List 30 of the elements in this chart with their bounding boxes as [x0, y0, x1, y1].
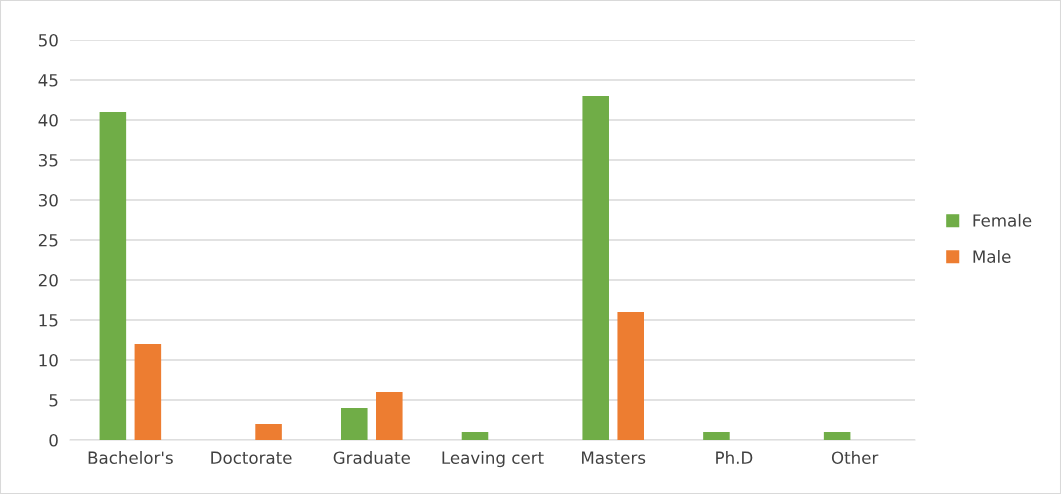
y-tick-label: 25 [38, 233, 58, 247]
bar [341, 408, 368, 440]
legend-label: Female [973, 213, 1032, 227]
legend-label: Male [973, 250, 1011, 263]
bar [617, 312, 644, 440]
x-tick-label: Bachelor's [88, 451, 173, 465]
y-tick-label: 5 [49, 394, 58, 407]
y-tick-label: 35 [38, 153, 58, 167]
x-tick-label: Other [831, 451, 879, 465]
bar [582, 96, 609, 440]
y-tick-label: 45 [38, 74, 58, 87]
y-tick-label: 40 [38, 113, 58, 127]
x-tick-label: Ph.D [716, 451, 753, 464]
bar [376, 392, 403, 440]
bar [255, 424, 282, 440]
x-tick-label: Masters [582, 451, 646, 465]
bar [823, 432, 851, 440]
y-tick-label: 30 [38, 193, 58, 207]
x-tick-label: Leaving cert [442, 451, 544, 468]
bar [99, 112, 127, 440]
y-tick-label: 10 [39, 353, 58, 367]
bar [461, 432, 489, 440]
bar [703, 432, 730, 440]
y-tick-label: 15 [39, 314, 58, 327]
y-tick-label: 50 [38, 33, 58, 47]
y-tick-label: 20 [38, 273, 58, 287]
x-tick-label: Doctorate [211, 451, 292, 465]
y-tick-label: 0 [49, 433, 58, 447]
x-tick-label: Graduate [333, 451, 410, 465]
bar [134, 344, 162, 440]
